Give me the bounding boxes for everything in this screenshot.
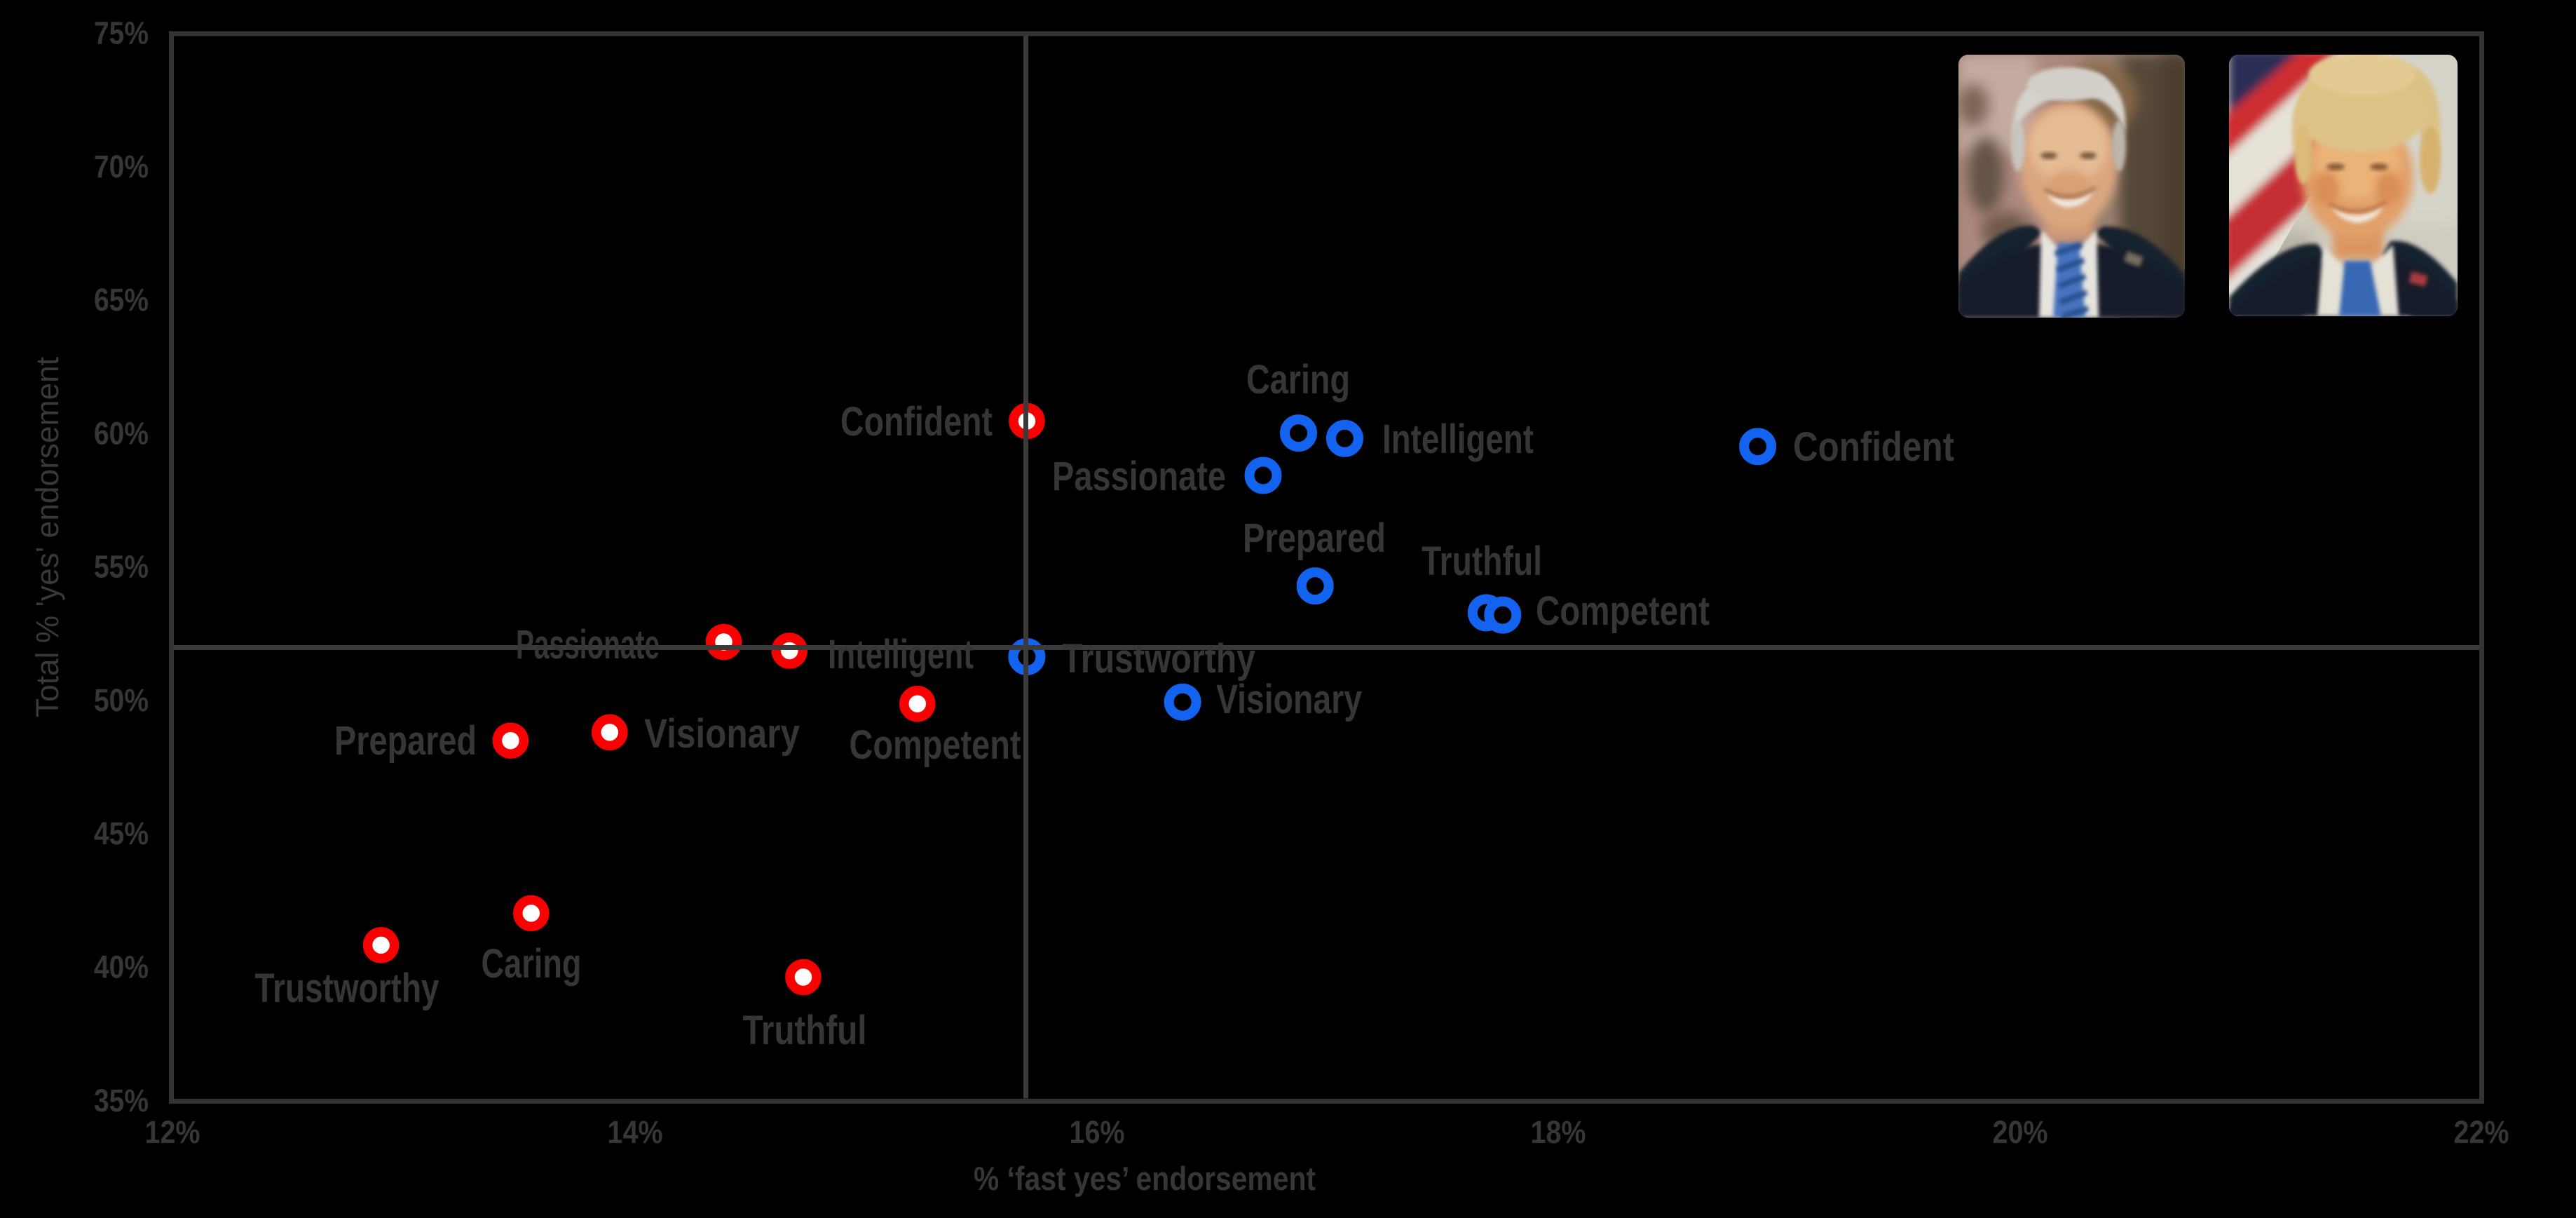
- svg-text:Visionary: Visionary: [644, 711, 800, 757]
- svg-text:65%: 65%: [94, 282, 149, 318]
- svg-text:12%: 12%: [145, 1114, 200, 1150]
- svg-text:75%: 75%: [94, 15, 149, 51]
- svg-text:% ‘fast yes’ endorsement: % ‘fast yes’ endorsement: [974, 1160, 1316, 1197]
- svg-text:70%: 70%: [94, 149, 149, 184]
- svg-text:20%: 20%: [1993, 1114, 2048, 1150]
- svg-text:Trustworthy: Trustworthy: [1062, 636, 1255, 682]
- svg-text:Trustworthy: Trustworthy: [255, 966, 439, 1011]
- svg-text:Prepared: Prepared: [334, 718, 477, 764]
- svg-text:Competent: Competent: [1536, 588, 1710, 634]
- svg-text:Competent: Competent: [850, 722, 1021, 768]
- svg-text:Caring: Caring: [482, 941, 582, 987]
- svg-text:Total % 'yes' endorsement: Total % 'yes' endorsement: [29, 357, 65, 717]
- svg-text:16%: 16%: [1070, 1114, 1125, 1150]
- svg-text:Confident: Confident: [840, 399, 993, 445]
- svg-text:Intelligent: Intelligent: [1382, 417, 1534, 462]
- svg-text:50%: 50%: [94, 682, 149, 718]
- svg-text:22%: 22%: [2454, 1114, 2509, 1150]
- svg-text:Caring: Caring: [1246, 357, 1350, 402]
- svg-text:45%: 45%: [94, 816, 149, 851]
- svg-text:18%: 18%: [1531, 1114, 1586, 1150]
- svg-text:Prepared: Prepared: [1243, 515, 1386, 561]
- svg-text:55%: 55%: [94, 549, 149, 585]
- svg-text:35%: 35%: [94, 1083, 149, 1118]
- svg-text:Intelligent: Intelligent: [828, 632, 974, 677]
- svg-text:Passionate: Passionate: [1052, 454, 1226, 499]
- svg-text:14%: 14%: [608, 1114, 663, 1150]
- svg-text:Visionary: Visionary: [1216, 677, 1362, 722]
- svg-text:Confident: Confident: [1793, 424, 1954, 470]
- svg-text:Truthful: Truthful: [1422, 539, 1542, 584]
- svg-text:Passionate: Passionate: [516, 622, 660, 668]
- svg-text:60%: 60%: [94, 415, 149, 451]
- svg-text:40%: 40%: [94, 949, 149, 985]
- svg-text:Truthful: Truthful: [743, 1008, 867, 1053]
